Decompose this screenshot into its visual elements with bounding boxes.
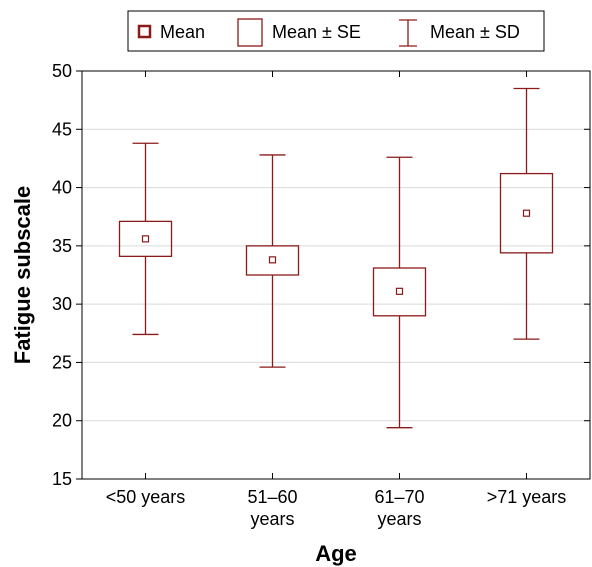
box-series	[118, 87, 554, 429]
mean-marker	[141, 235, 150, 243]
legend-label-se: Mean ± SE	[272, 22, 361, 42]
mean-marker	[522, 209, 531, 217]
legend: Mean Mean ± SE Mean ± SD	[127, 10, 545, 52]
se-box	[245, 245, 300, 276]
y-tick-label: 40	[52, 178, 72, 198]
x-tick-label: 61–70 years	[374, 487, 424, 529]
y-tick-label: 25	[52, 352, 72, 372]
box-group	[245, 154, 300, 368]
x-tick-label-line: years	[250, 509, 294, 529]
y-tick-label: 20	[52, 411, 72, 431]
x-tick-label-line: 51–60	[247, 487, 297, 507]
legend-se-symbol	[237, 18, 263, 47]
legend-mean-symbol	[137, 24, 152, 39]
y-tick-label: 30	[52, 294, 72, 314]
mean-marker	[395, 287, 404, 295]
box-group	[118, 142, 173, 336]
legend-label-sd: Mean ± SD	[430, 22, 520, 42]
legend-label-mean: Mean	[160, 22, 205, 42]
y-axis-ticks: 15 20 25 30 35 40 45 50	[52, 61, 590, 489]
x-tick-label-line: <50 years	[106, 487, 186, 507]
plot-area	[81, 70, 591, 480]
x-tick-label: <50 years	[106, 487, 186, 507]
se-box	[372, 267, 427, 317]
box-group	[372, 156, 427, 429]
x-tick-label-line: years	[377, 509, 421, 529]
box-group	[499, 87, 554, 340]
x-tick-label-line: >71 years	[487, 487, 567, 507]
x-tick-label: 51–60 years	[247, 487, 297, 529]
se-box	[118, 220, 173, 257]
y-tick-label: 15	[52, 469, 72, 489]
x-tick-label-line: 61–70	[374, 487, 424, 507]
gridlines	[82, 128, 590, 422]
se-box	[499, 172, 554, 254]
y-tick-label: 45	[52, 119, 72, 139]
legend-frame	[127, 10, 545, 52]
plot-frame	[81, 70, 591, 480]
mean-marker	[268, 256, 277, 264]
y-tick-label: 50	[52, 61, 72, 81]
y-tick-label: 35	[52, 236, 72, 256]
x-tick-label: >71 years	[487, 487, 567, 507]
y-axis-title: Fatigue subscale	[10, 186, 35, 365]
x-axis-title: Age	[315, 541, 357, 566]
